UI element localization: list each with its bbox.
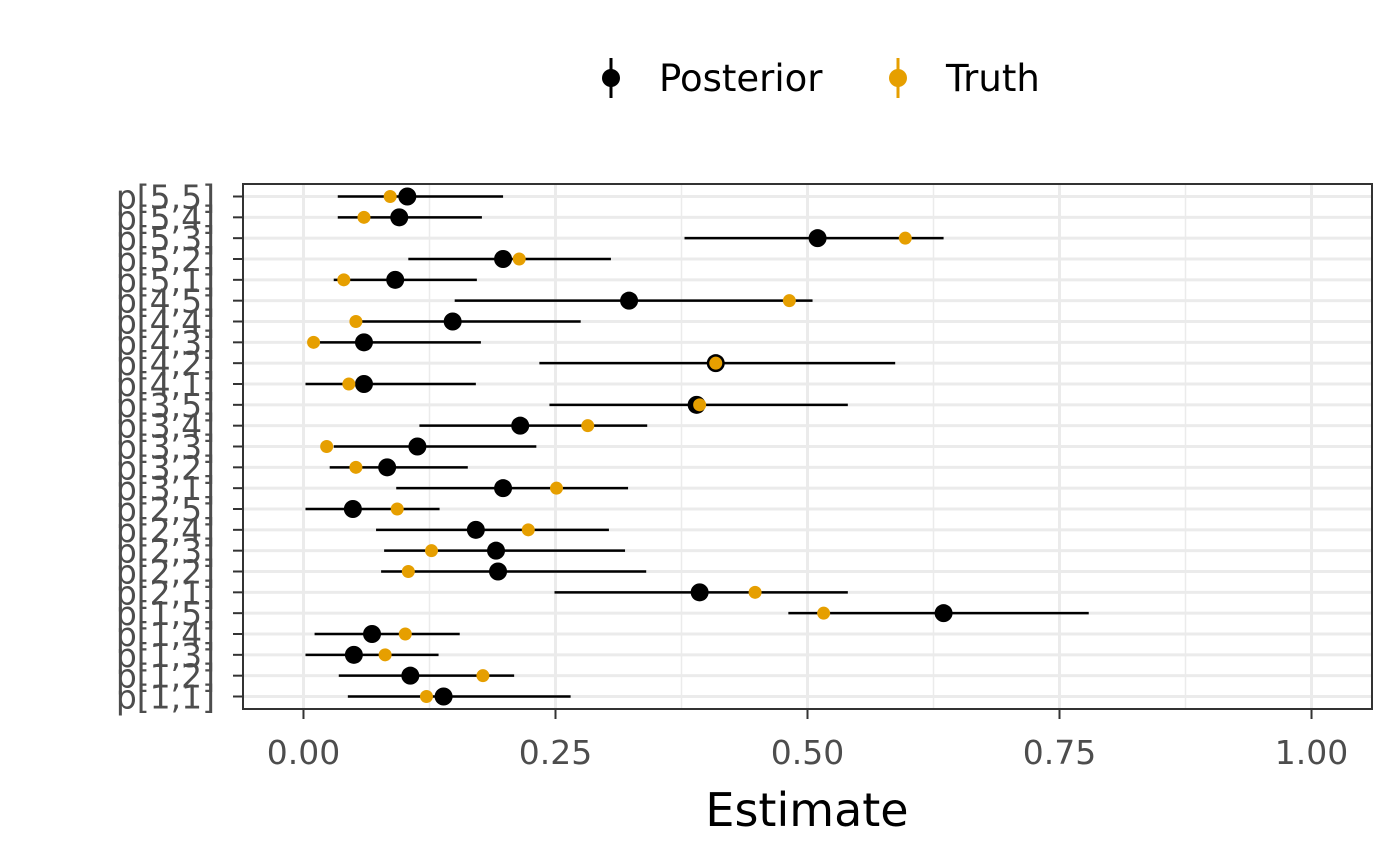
y-tick-label: p[4,5] [116,282,215,321]
x-tick-label: 0.25 [519,733,592,772]
y-tick-label: p[2,4] [116,511,215,550]
y-tick-label: p[3,3] [116,428,215,467]
truth-point [693,398,707,412]
truth-point [390,502,404,516]
truth-point [512,252,526,266]
posterior-point [511,416,530,435]
y-tick-label: p[1,3] [116,636,215,675]
posterior-point [487,541,506,560]
legend-item-truth: Truth [889,57,1040,100]
y-tick-label: p[4,3] [116,323,215,362]
posterior-point [363,625,382,643]
posterior-point [494,250,513,268]
posterior-point [690,583,709,602]
x-axis-title: Estimate [705,783,908,837]
truth-point [357,210,371,224]
truth-point [349,460,363,474]
y-tick-label: p[4,4] [116,303,215,342]
posterior-point [434,687,453,706]
y-tick-label: p[2,2] [116,553,215,592]
y-tick-label: p[2,3] [116,532,215,571]
truth-point [337,273,351,287]
x-axis: 0.00 0.25 0.50 0.75 1.00 [267,709,1348,772]
posterior-point [378,458,397,477]
truth-point [401,565,415,578]
posterior-point [398,187,417,206]
y-axis: p[1,1]p[1,2]p[1,3]p[1,4]p[1,5]p[2,1]p[2,… [116,178,243,717]
legend-posterior-key-point [602,69,620,87]
legend: Posterior Truth [602,57,1040,100]
posterior-point [354,375,373,393]
legend-truth-key-point [889,69,907,87]
data-marks [305,187,1089,706]
y-tick-label: p[5,3] [116,219,215,258]
truth-point [898,231,912,245]
legend-item-posterior: Posterior [602,57,823,100]
truth-point [476,669,490,683]
truth-point [342,377,356,391]
posterior-point [343,500,362,518]
posterior-point [494,479,513,498]
y-tick-label: p[2,5] [116,490,215,529]
truth-point [383,190,397,203]
truth-point [709,356,723,370]
y-tick-label: p[1,4] [116,615,215,654]
posterior-point [408,437,427,456]
y-tick-label: p[5,2] [116,240,215,279]
posterior-point [390,208,409,227]
x-tick-label: 0.50 [771,733,844,772]
y-tick-label: p[5,5] [116,178,215,217]
y-tick-label: p[1,2] [116,657,215,696]
posterior-point [489,562,508,581]
y-tick-label: p[5,1] [116,261,215,300]
posterior-point [401,666,420,685]
legend-truth-label: Truth [945,57,1040,100]
x-tick-label: 0.75 [1023,733,1096,772]
truth-point [817,606,831,620]
y-tick-label: p[4,1] [116,365,215,404]
posterior-point [808,229,827,248]
truth-point [349,315,363,328]
truth-point [398,627,412,641]
legend-posterior-label: Posterior [659,57,823,100]
truth-point [378,648,392,662]
y-tick-label: p[3,1] [116,469,215,508]
truth-point [549,481,563,495]
truth-point [748,585,762,599]
x-tick-label: 0.00 [267,733,340,772]
y-tick-label: p[3,4] [116,407,215,446]
posterior-point [354,333,373,352]
truth-point [425,544,439,558]
truth-point [782,294,796,308]
y-tick-label: p[1,5] [116,594,215,633]
x-tick-label: 1.00 [1275,733,1348,772]
truth-point [307,335,321,349]
y-tick-label: p[1,1] [116,678,215,717]
y-tick-label: p[3,5] [116,386,215,425]
y-tick-label: p[5,4] [116,198,215,237]
truth-point [581,419,595,433]
truth-point [419,690,433,703]
posterior-point [620,291,639,310]
posterior-point [344,645,363,664]
posterior-point [443,312,462,331]
truth-point [320,440,334,453]
posterior-point [466,520,485,539]
posterior-point [386,270,405,289]
y-tick-label: p[2,1] [116,573,215,612]
y-tick-label: p[3,2] [116,448,215,487]
truth-point [521,523,535,537]
posterior-point [934,604,953,623]
y-tick-label: p[4,2] [116,344,215,383]
